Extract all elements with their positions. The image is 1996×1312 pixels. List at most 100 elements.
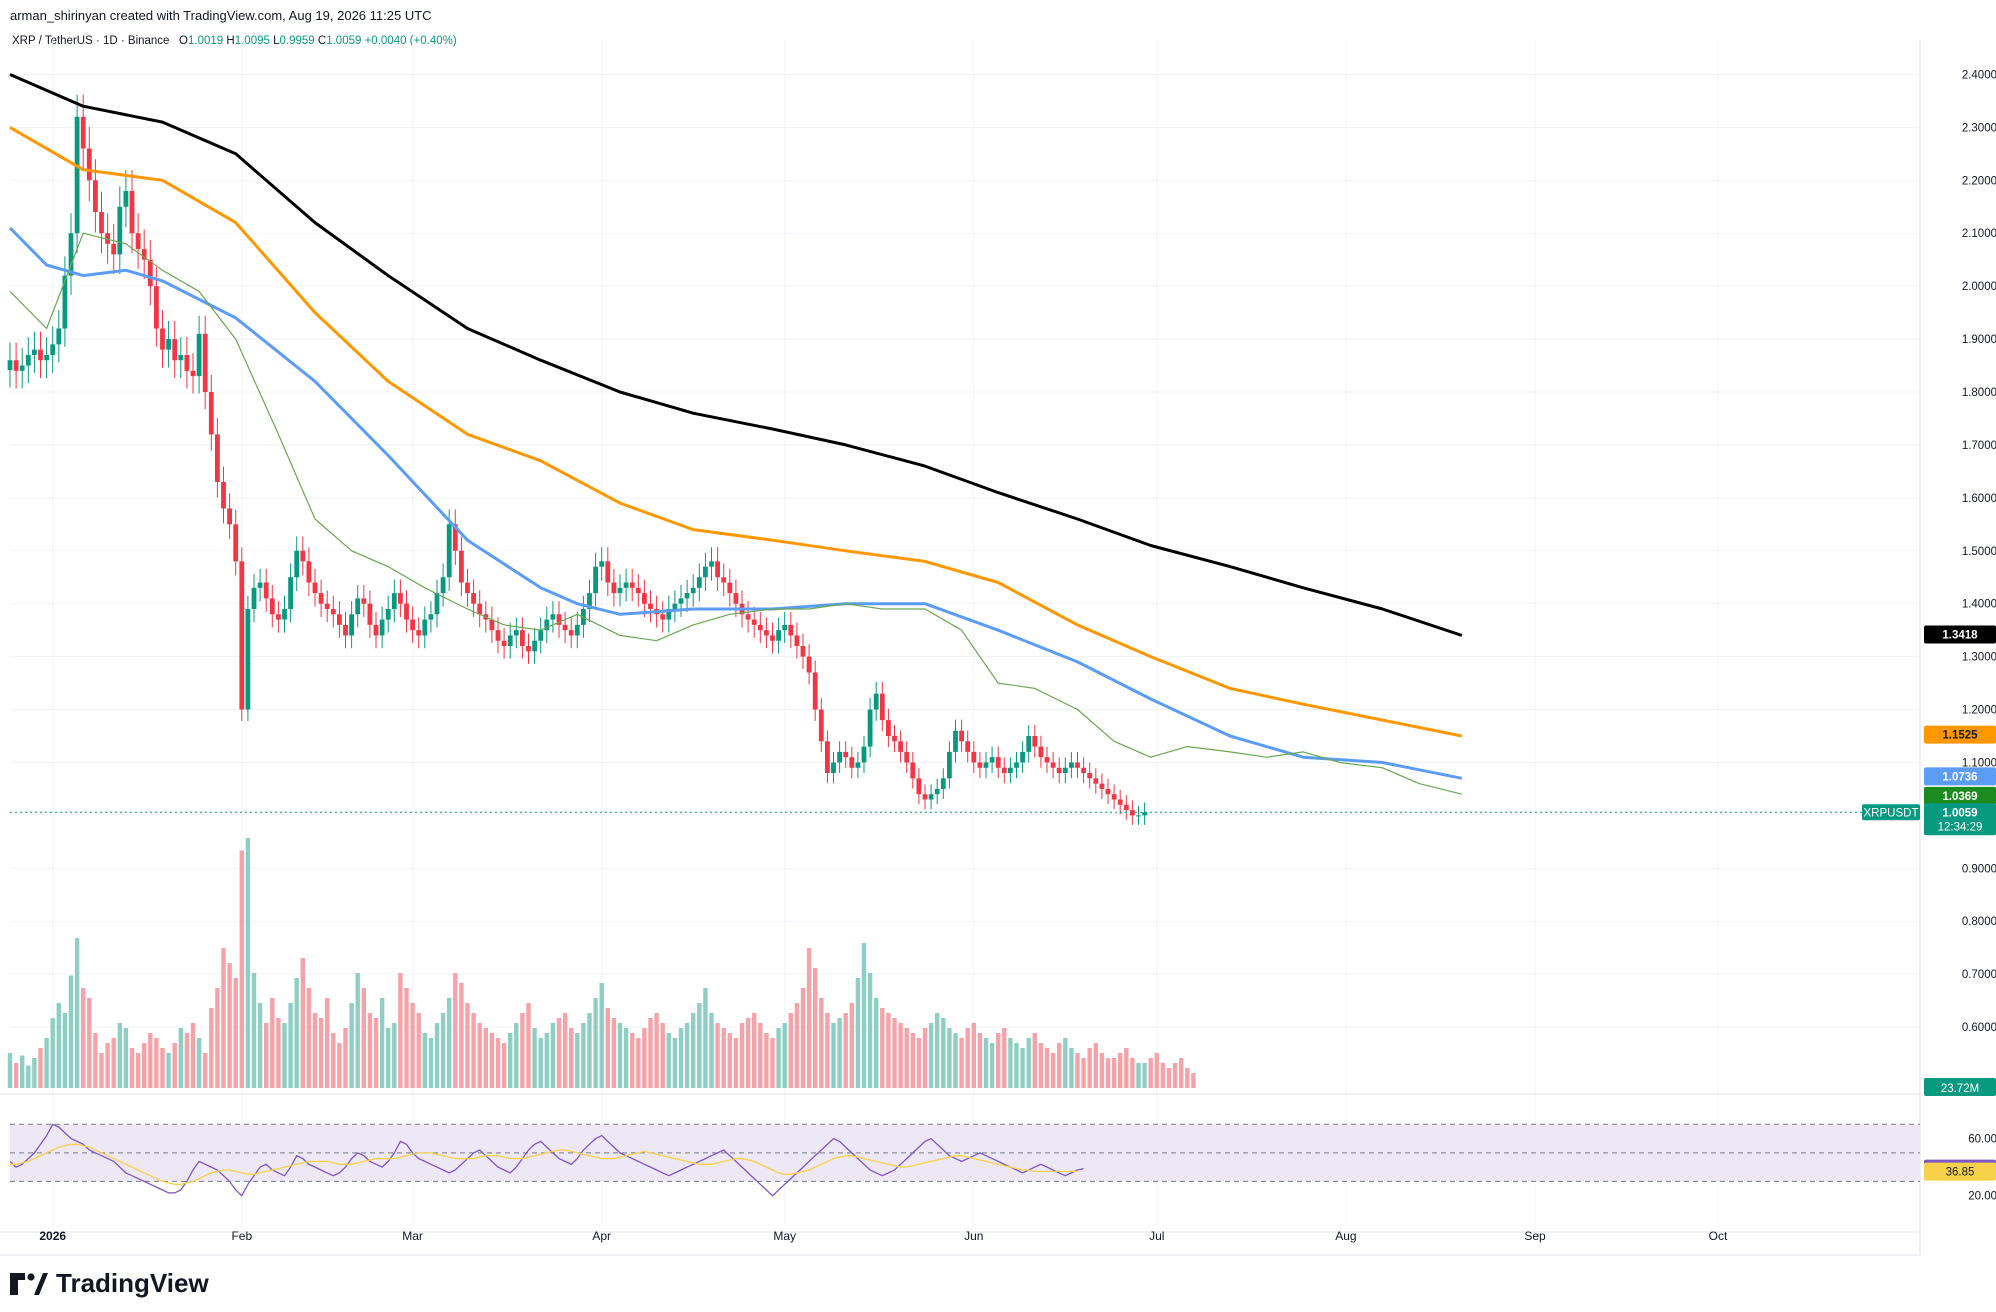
time-tick-label: Aug [1335,1229,1356,1243]
rsi-tick-label: 20.00 [1968,1191,1996,1203]
candle-body [1032,736,1038,747]
candle-body [831,762,836,774]
candle-body [44,354,49,361]
volume-bar [300,958,305,1088]
candle-body [294,550,300,578]
volume-bar [861,943,867,1088]
volume-bar [148,1033,153,1088]
volume-bar [892,1018,897,1088]
candle-body [93,180,98,213]
tradingview-logo[interactable]: TradingView [10,1268,209,1299]
candle-body [709,561,714,567]
tradingview-logo-icon [10,1272,48,1295]
candle-body [916,778,922,795]
symbol-tag: XRPUSDT [1864,807,1919,819]
volume-bar [465,1003,470,1088]
candle-body [1142,812,1147,816]
volume-bar [922,1028,928,1088]
volume-bar [245,838,251,1088]
price-tick-label: 1.3000 [1962,652,1996,664]
price-tick-label: 2.1000 [1962,228,1996,240]
volume-bar [1063,1038,1068,1088]
rsi-tick-label: 60.00 [1968,1134,1996,1146]
volume-bar [1136,1063,1141,1088]
volume-bar [447,998,452,1088]
candle-body [38,349,43,361]
volume-bar [910,1033,915,1088]
candle-body [245,608,251,710]
volume-bar [684,1023,690,1088]
volume-bar [1069,1048,1074,1088]
candle-body [544,619,550,631]
volume-bar [1008,1038,1013,1088]
candle-body [886,720,891,736]
volume-bar [1105,1058,1111,1088]
symbol-title[interactable]: XRP / TetherUS · 1D · Binance [12,35,170,47]
volume-bar [660,1023,665,1088]
candle-body [495,630,501,641]
candle-body [806,656,812,673]
volume-bar [264,1023,269,1088]
volume-bar [294,978,299,1088]
volume-bar [636,1038,641,1088]
volume-bar [477,1023,482,1088]
candle-body [678,598,684,604]
candle-body [947,751,952,779]
volume-bar [404,988,409,1088]
candle-body [953,730,958,752]
volume-bar [489,1033,495,1088]
candle-body [367,603,373,625]
candle-body [269,598,275,615]
time-tick-label: Feb [231,1229,252,1243]
price-tick-label: 0.6000 [1962,1022,1996,1034]
volume-value-label: 23.72M [1941,1083,1979,1095]
candle-body [1050,762,1056,768]
candle-body [788,624,794,636]
volume-bar [794,1003,800,1088]
volume-bar [361,988,366,1088]
volume-bar [703,988,708,1088]
volume-bar [721,1028,726,1088]
volume-bar [215,988,220,1088]
close-label: C [317,35,327,47]
rsi-ma-line [10,1143,1078,1185]
candle-body [117,206,123,255]
moving-average-line-ma200 [9,73,1463,637]
candle-body [971,751,977,763]
candle-body [471,593,476,604]
volume-bar [227,963,232,1088]
volume-bar [593,998,598,1088]
volume-bar [1111,1058,1117,1088]
volume-bar [1142,1063,1147,1088]
candle-body [306,561,312,583]
candle-body [703,566,708,578]
volume-bar [379,998,385,1088]
candle-body [221,481,226,509]
candle-body [68,233,74,276]
volume-bar [172,1043,177,1088]
candle-body [574,624,580,636]
candle-body [855,762,861,768]
candle-body [276,614,281,620]
volume-bar [678,1028,684,1088]
candle-body [446,524,452,578]
candle-body [288,577,293,609]
candle-body [910,762,916,779]
candle-body [434,593,440,615]
candle-body [751,619,757,625]
candle-body [172,339,178,361]
volume-bar [56,1003,61,1088]
volume-bar [276,1018,281,1088]
volume-bar [1148,1058,1153,1088]
candle-body [977,762,983,768]
candle-body [343,624,348,636]
candle-body [318,593,324,604]
candle-body [1111,794,1117,800]
volume-bar [672,1038,678,1088]
candle-body [867,709,873,747]
volume-bar [62,1013,68,1088]
volume-bar [1160,1063,1166,1088]
volume-bar [697,1003,702,1088]
moving-average-line-ma100 [9,126,1463,738]
